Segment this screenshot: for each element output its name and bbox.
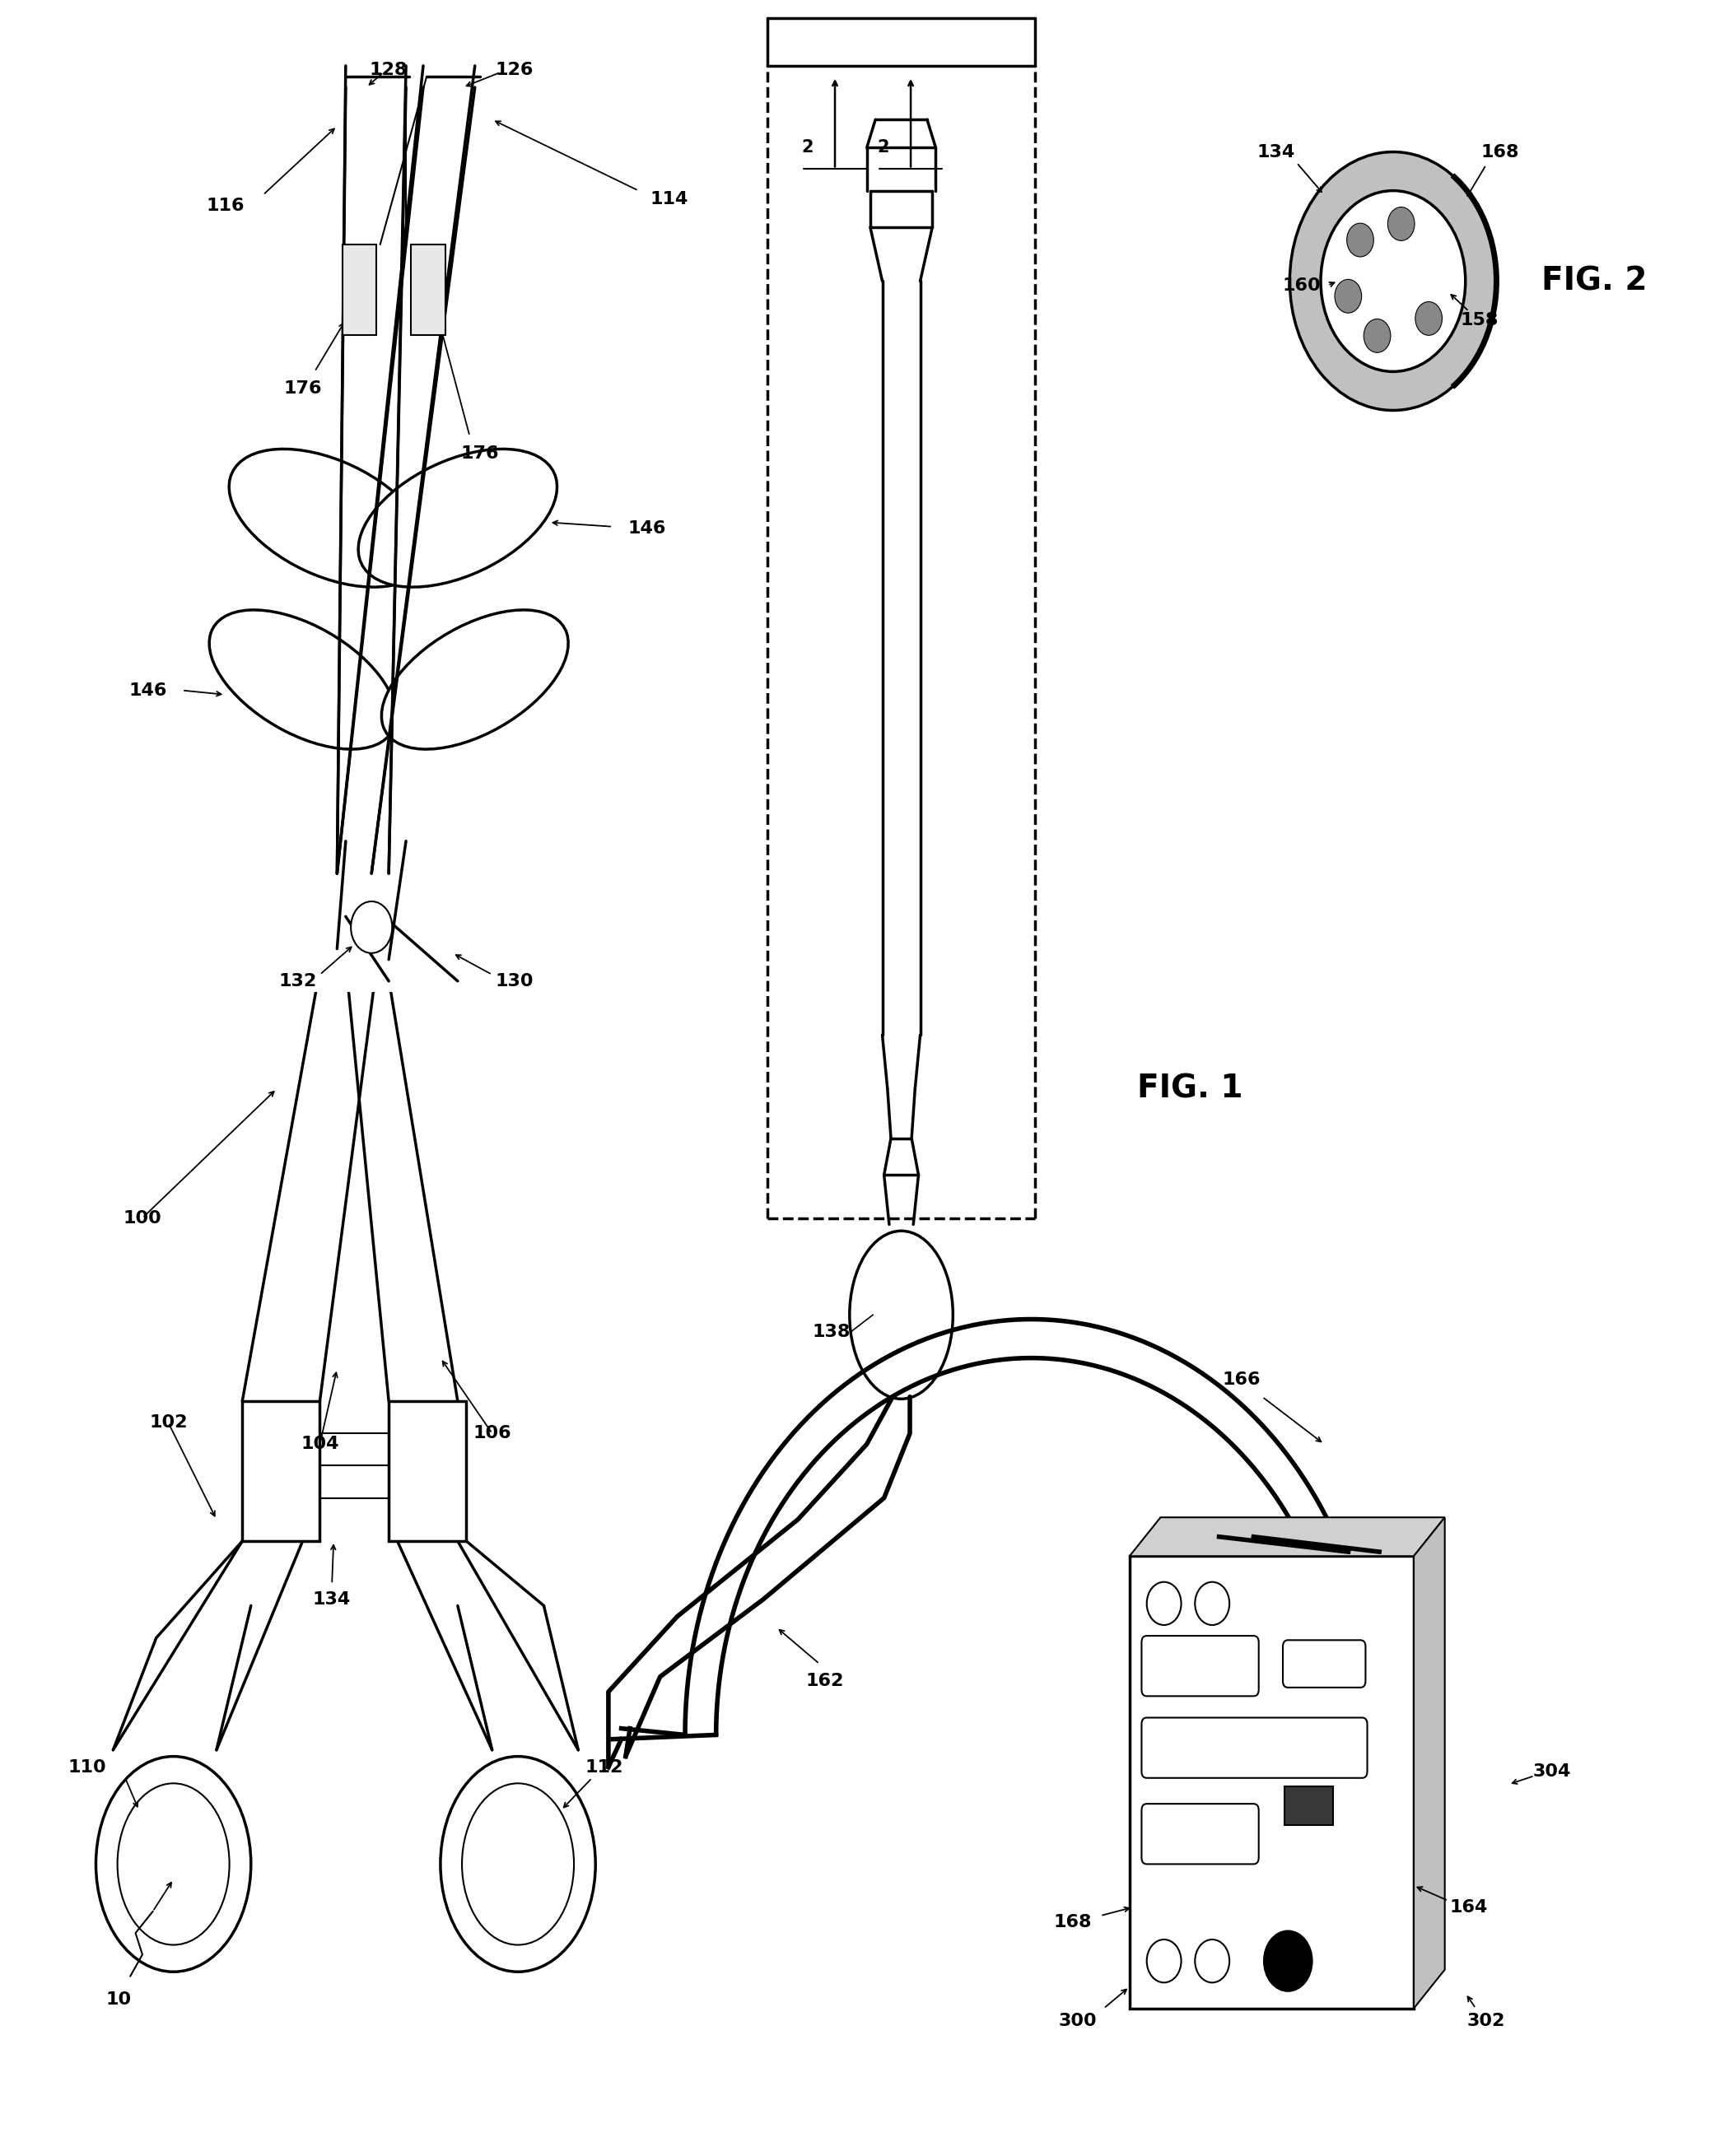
Text: 168: 168 — [1480, 144, 1520, 160]
Text: 106: 106 — [473, 1425, 511, 1442]
Circle shape — [1264, 1932, 1313, 1992]
Text: 166: 166 — [1223, 1371, 1261, 1388]
Circle shape — [1347, 224, 1373, 257]
Circle shape — [1387, 207, 1414, 241]
Text: 304: 304 — [1532, 1764, 1571, 1779]
Bar — [388, 1401, 466, 1542]
Text: 146: 146 — [128, 681, 167, 699]
Text: 300: 300 — [1059, 2014, 1097, 2029]
Text: 162: 162 — [806, 1673, 844, 1690]
Text: 146: 146 — [628, 520, 666, 537]
Text: 114: 114 — [650, 192, 688, 207]
Text: 126: 126 — [495, 63, 533, 78]
Text: 176: 176 — [283, 382, 323, 397]
Bar — [302, 852, 414, 992]
Bar — [1285, 1787, 1333, 1826]
Ellipse shape — [97, 1757, 250, 1973]
Circle shape — [1335, 280, 1361, 313]
Text: 2: 2 — [802, 140, 814, 155]
Text: 160: 160 — [1283, 278, 1321, 293]
Text: 104: 104 — [300, 1436, 340, 1453]
Text: 164: 164 — [1449, 1899, 1489, 1915]
Circle shape — [1290, 151, 1497, 410]
Bar — [1130, 1557, 1414, 2009]
Text: FIG. 1: FIG. 1 — [1137, 1074, 1242, 1104]
Text: 132: 132 — [278, 972, 316, 990]
Text: 168: 168 — [1054, 1915, 1092, 1930]
Ellipse shape — [440, 1757, 595, 1973]
Bar — [411, 244, 445, 334]
Ellipse shape — [850, 1231, 952, 1399]
Text: 110: 110 — [67, 1759, 107, 1774]
Ellipse shape — [229, 448, 428, 586]
Text: 2: 2 — [878, 140, 888, 155]
Ellipse shape — [359, 448, 557, 586]
Text: 134: 134 — [1258, 144, 1295, 160]
Text: 102: 102 — [148, 1414, 188, 1432]
Text: 100: 100 — [122, 1210, 162, 1227]
Text: 302: 302 — [1466, 2014, 1506, 2029]
Bar — [342, 244, 376, 334]
Text: 10: 10 — [105, 1992, 131, 2007]
Text: 128: 128 — [369, 63, 407, 78]
Polygon shape — [1414, 1518, 1446, 2009]
Text: 176: 176 — [461, 444, 499, 461]
Circle shape — [1414, 302, 1442, 336]
Circle shape — [350, 901, 392, 953]
Circle shape — [1321, 190, 1466, 371]
Text: 130: 130 — [495, 972, 533, 990]
Polygon shape — [1130, 1518, 1446, 1557]
Text: 112: 112 — [585, 1759, 623, 1774]
Circle shape — [1364, 319, 1390, 354]
Text: 116: 116 — [205, 198, 245, 213]
Bar — [242, 1401, 319, 1542]
Text: 134: 134 — [312, 1591, 350, 1608]
Text: 158: 158 — [1459, 313, 1499, 328]
Ellipse shape — [381, 610, 568, 748]
Text: FIG. 2: FIG. 2 — [1542, 265, 1647, 298]
Ellipse shape — [209, 610, 397, 748]
Text: 138: 138 — [812, 1324, 850, 1341]
